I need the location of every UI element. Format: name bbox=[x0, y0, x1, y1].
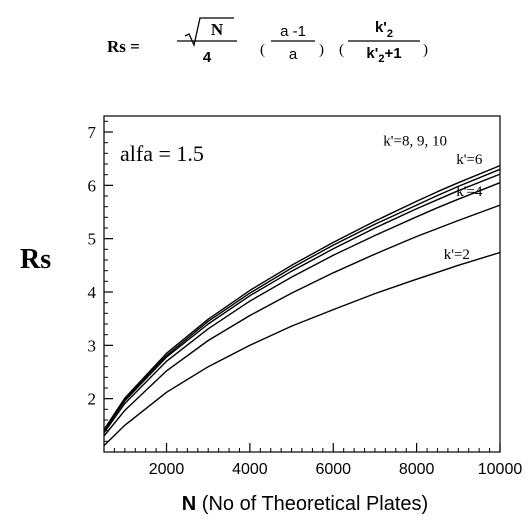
equation-paren-open-2: ( bbox=[339, 42, 344, 58]
y-axis-label: Rs bbox=[20, 244, 51, 275]
x-tick-label: 10000 bbox=[478, 461, 523, 478]
equation-den-3: k'2+1 bbox=[366, 45, 401, 65]
series-line-5 bbox=[103, 168, 501, 431]
equation-den-3-tail: +1 bbox=[384, 45, 401, 62]
x-axis-label-bold: N bbox=[182, 493, 196, 515]
y-tick-label: 5 bbox=[88, 230, 97, 249]
x-axis-label: N (No of Theoretical Plates) bbox=[182, 493, 428, 515]
sqrt-symbol bbox=[184, 17, 234, 48]
curve-label-4: k'=2 bbox=[444, 247, 470, 263]
y-tick-label: 3 bbox=[88, 336, 97, 355]
x-tick-label: 6000 bbox=[315, 461, 351, 478]
curve-label-3: k'=4 bbox=[456, 184, 483, 200]
series-line-6 bbox=[103, 164, 501, 430]
y-tick-label: 4 bbox=[88, 283, 97, 302]
equation-num-3-sub: 2 bbox=[387, 28, 393, 40]
series-group bbox=[103, 164, 501, 447]
equation-paren-close-1: ) bbox=[319, 42, 324, 58]
equation-lhs: Rs = bbox=[107, 37, 140, 56]
curve-labels: k'=8, 9, 10 k'=6 k'=4 k'=2 bbox=[383, 133, 483, 263]
x-tick-label: 8000 bbox=[399, 461, 435, 478]
y-tick-label: 2 bbox=[88, 390, 97, 409]
series-line-2 bbox=[103, 204, 501, 437]
equation: Rs = N 4 ( a -1 a ) ( k'2 k'2+1 ) bbox=[107, 17, 428, 66]
equation-den-2: a bbox=[289, 46, 298, 63]
equation-paren-open-1: ( bbox=[260, 42, 265, 58]
x-axis-label-rest: (No of Theoretical Plates) bbox=[196, 493, 428, 515]
x-tick-label: 4000 bbox=[232, 461, 268, 478]
equation-sqrt-arg: N bbox=[211, 20, 224, 39]
plot-frame bbox=[103, 115, 501, 453]
equation-den-1: 4 bbox=[203, 49, 212, 66]
equation-den-3-sub: 2 bbox=[378, 53, 384, 65]
axis-ticks: 2000 4000 6000 8000 10000 2 3 4 5 6 7 bbox=[88, 120, 523, 478]
series-line-4 bbox=[103, 173, 501, 432]
equation-num-3-base: k' bbox=[375, 19, 387, 36]
equation-num-3: k'2 bbox=[375, 19, 393, 40]
equation-num-2: a -1 bbox=[280, 23, 306, 40]
equation-den-3-base: k' bbox=[366, 45, 378, 62]
chart-annotation: alfa = 1.5 bbox=[120, 141, 204, 166]
series-line-3 bbox=[103, 182, 501, 434]
curve-label-2: k'=6 bbox=[456, 152, 483, 168]
equation-paren-close-2: ) bbox=[423, 42, 428, 58]
x-tick-label: 2000 bbox=[149, 461, 185, 478]
y-tick-label: 7 bbox=[88, 123, 97, 142]
y-tick-label: 6 bbox=[88, 176, 97, 195]
curve-label-1: k'=8, 9, 10 bbox=[383, 133, 447, 149]
series-line-1 bbox=[103, 251, 501, 447]
